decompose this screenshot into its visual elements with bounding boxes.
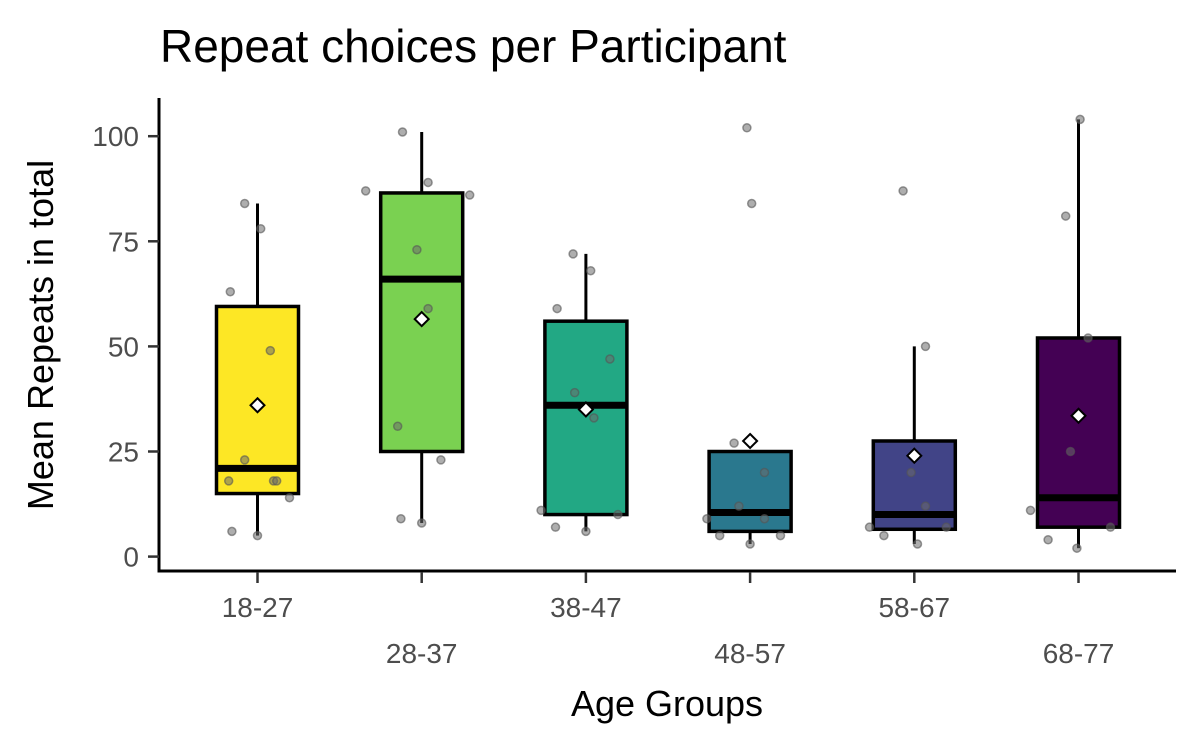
data-point	[436, 455, 446, 465]
data-point	[284, 492, 295, 503]
data-point	[239, 198, 250, 209]
data-point	[396, 514, 406, 524]
box-group-38-47	[536, 249, 629, 537]
data-point	[225, 286, 236, 297]
data-point	[714, 530, 725, 541]
data-point	[581, 526, 591, 537]
data-point	[271, 476, 282, 486]
data-point	[1060, 211, 1071, 221]
data-point	[759, 514, 770, 524]
data-point	[1075, 114, 1085, 125]
x-axis-title: Age Groups	[571, 683, 763, 724]
box-group-28-37	[360, 127, 475, 528]
data-point	[920, 341, 931, 352]
data-point	[569, 387, 580, 398]
data-point	[412, 244, 422, 255]
data-point	[227, 526, 237, 537]
box-group-58-67	[864, 186, 958, 549]
data-point	[536, 505, 546, 516]
data-point	[585, 265, 596, 276]
data-point	[759, 467, 770, 478]
data-point	[1105, 522, 1116, 532]
chart-title: Repeat choices per Participant	[160, 20, 787, 72]
mean-marker	[413, 310, 431, 328]
data-point	[605, 354, 615, 364]
data-point	[223, 476, 234, 486]
mean-marker	[249, 396, 266, 414]
data-point	[898, 186, 908, 196]
plot-area	[214, 114, 1122, 553]
x-tick-label: 18-27	[222, 592, 294, 623]
data-point	[613, 509, 623, 520]
mean-marker	[1070, 407, 1087, 425]
data-point	[360, 186, 371, 196]
data-point	[423, 177, 433, 188]
data-point	[742, 123, 752, 133]
mean-marker	[577, 401, 595, 418]
data-point	[239, 455, 250, 465]
data-point	[550, 522, 561, 532]
data-point	[265, 345, 276, 356]
x-tick-label: 68-77	[1043, 638, 1115, 669]
data-point	[464, 190, 475, 200]
y-tick-label: 75	[108, 226, 139, 257]
mean-marker	[905, 447, 923, 465]
data-point	[879, 530, 889, 541]
data-point	[745, 539, 755, 549]
data-point	[255, 223, 266, 234]
data-point	[734, 501, 744, 511]
data-point	[746, 198, 757, 209]
y-tick-label: 25	[108, 437, 139, 468]
data-point	[1025, 505, 1036, 516]
data-point	[552, 303, 562, 314]
data-point	[1083, 333, 1093, 343]
data-point	[568, 249, 578, 259]
data-point	[906, 467, 916, 478]
x-tick-label: 58-67	[878, 592, 950, 623]
data-point	[397, 127, 408, 137]
data-point	[702, 514, 712, 524]
data-point	[1072, 543, 1082, 553]
data-point	[252, 530, 263, 541]
data-point	[920, 501, 931, 511]
data-point	[392, 421, 403, 432]
mean-marker	[741, 432, 759, 450]
box-group-18-27	[214, 198, 301, 541]
data-point	[589, 413, 599, 423]
box-body	[707, 449, 793, 534]
data-point	[423, 303, 433, 314]
data-point	[1043, 535, 1053, 545]
data-point	[729, 438, 739, 448]
y-tick-label: 100	[92, 121, 139, 152]
data-point	[912, 539, 923, 549]
data-point	[864, 522, 875, 532]
data-point	[1065, 446, 1076, 457]
box-group-68-77	[1025, 114, 1122, 553]
data-point	[416, 518, 427, 528]
x-tick-label: 48-57	[714, 638, 786, 669]
y-axis-title: Mean Repeats in total	[20, 160, 61, 510]
y-tick-label: 50	[108, 331, 139, 362]
axis-ticks: 0 25 50 75 100 18-27 28-37 38-47 48-57 58-67 68-77	[92, 121, 1114, 669]
data-point	[941, 522, 952, 532]
y-tick-label: 0	[123, 542, 139, 573]
box-group-48-57	[702, 123, 793, 549]
x-tick-label: 38-47	[550, 592, 622, 623]
x-tick-label: 28-37	[386, 638, 458, 669]
data-point	[775, 530, 786, 541]
